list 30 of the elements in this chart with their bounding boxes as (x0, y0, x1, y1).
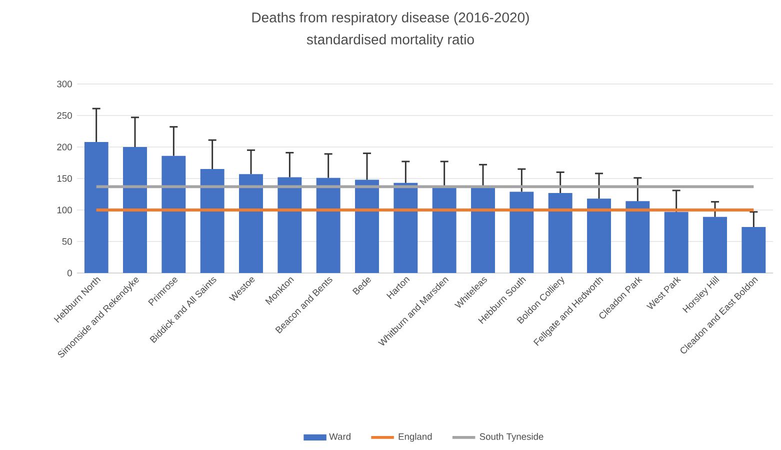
bar (239, 174, 263, 273)
bar (316, 178, 340, 273)
bar (432, 186, 456, 273)
y-tick-label: 300 (57, 80, 72, 88)
y-tick-label: 50 (62, 238, 72, 245)
y-tick-label: 0 (67, 270, 72, 276)
bar (355, 180, 379, 273)
chart-title: Deaths from respiratory disease (2016-2020) (252, 12, 529, 26)
legend-label: South Tyneside (480, 433, 544, 442)
bar (626, 201, 650, 273)
bar (742, 227, 766, 273)
bar (703, 216, 727, 273)
bar (200, 169, 224, 273)
chart-subtitle: standardised mortality ratio (306, 34, 474, 48)
y-tick-label: 200 (57, 144, 72, 150)
bar (123, 147, 147, 273)
legend-label: England (398, 433, 432, 442)
bar (471, 186, 495, 273)
bar (548, 192, 572, 273)
y-tick-label: 100 (57, 206, 72, 214)
y-tick-label: 150 (57, 175, 72, 182)
bar (84, 142, 108, 273)
bar (587, 198, 611, 273)
bar (510, 192, 534, 273)
legend-label: Ward (329, 433, 350, 440)
bar (664, 212, 688, 273)
bar (162, 156, 186, 273)
bar (278, 177, 302, 273)
bar (394, 182, 418, 273)
y-tick-label: 250 (57, 112, 72, 119)
